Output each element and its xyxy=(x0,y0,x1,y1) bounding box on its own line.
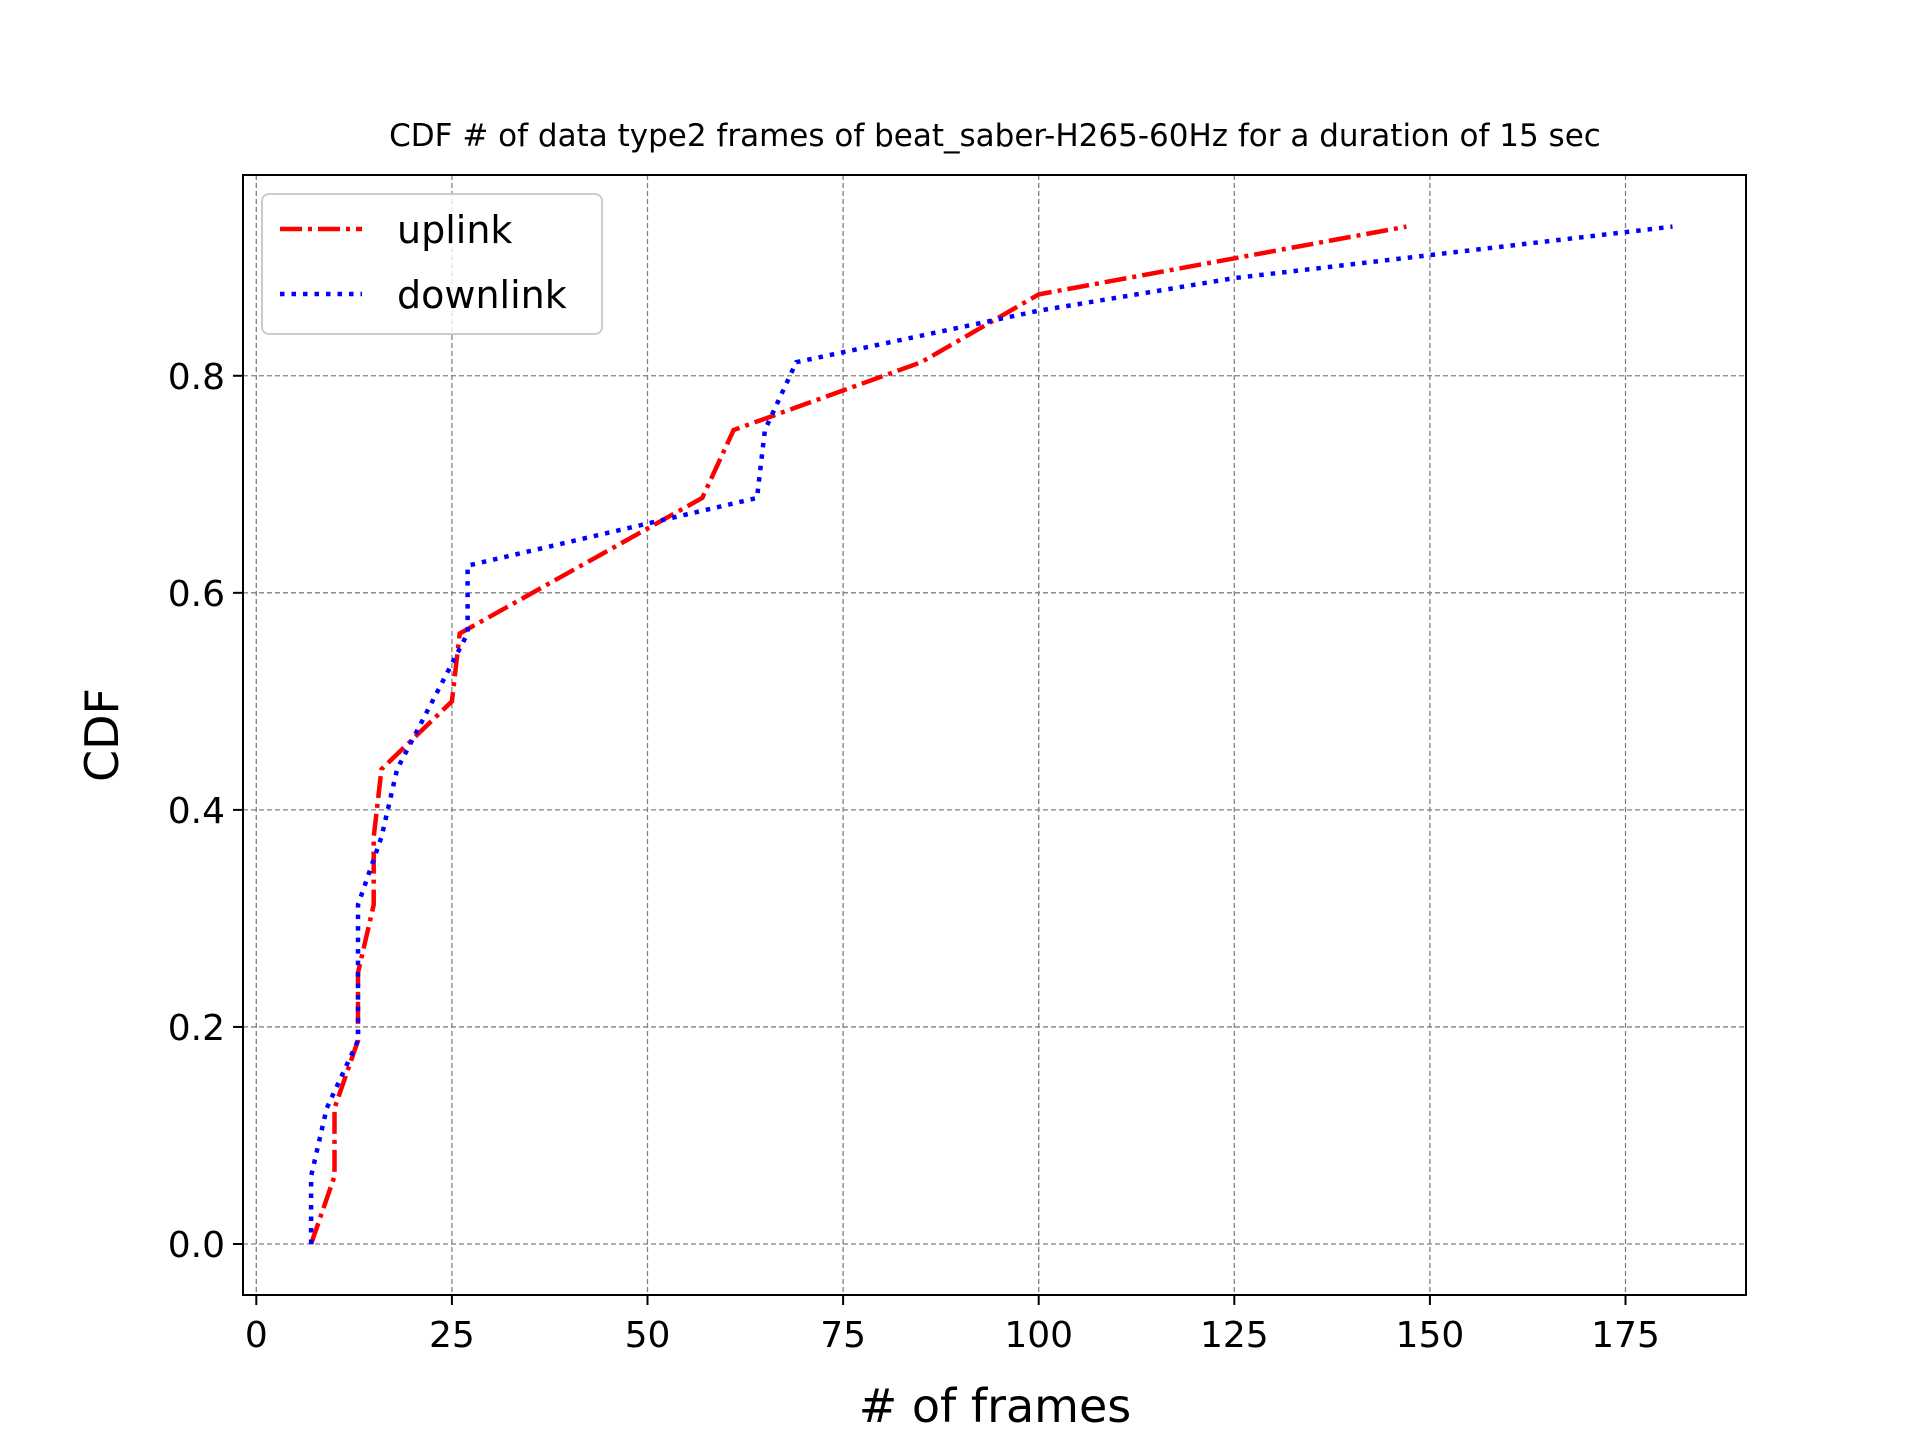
axes-frame xyxy=(242,174,1747,1296)
y-axis-label: CDF xyxy=(75,688,129,782)
x-tick-label: 50 xyxy=(625,1315,671,1356)
legend-label-downlink: downlink xyxy=(397,273,567,317)
x-tick-label: 150 xyxy=(1396,1315,1465,1356)
y-tick-label: 0.6 xyxy=(168,574,225,615)
x-tick-label: 75 xyxy=(820,1315,866,1356)
series-line-downlink xyxy=(308,224,1673,1244)
legend: uplink downlink xyxy=(261,193,603,335)
x-axis: 0 25 50 75 100 125 150 175 xyxy=(245,1295,1660,1356)
x-axis-label: # of frames xyxy=(859,1379,1132,1433)
grid xyxy=(243,175,1746,1295)
x-tick-label: 0 xyxy=(245,1315,268,1356)
y-tick-label: 0.4 xyxy=(168,791,225,832)
legend-label-uplink: uplink xyxy=(397,208,512,252)
y-tick-label: 0.8 xyxy=(168,357,225,398)
y-tick-label: 0.2 xyxy=(168,1008,225,1049)
x-tick-label: 100 xyxy=(1004,1315,1073,1356)
x-tick-label: 125 xyxy=(1200,1315,1269,1356)
y-tick-label: 0.0 xyxy=(168,1225,225,1266)
chart-title: CDF # of data type2 frames of beat_saber… xyxy=(389,118,1601,154)
plot-area xyxy=(308,224,1673,1245)
x-tick-label: 175 xyxy=(1591,1315,1660,1356)
y-axis: 0.0 0.2 0.4 0.6 0.8 xyxy=(168,357,243,1266)
series-line-uplink xyxy=(308,224,1407,1245)
x-tick-label: 25 xyxy=(429,1315,475,1356)
